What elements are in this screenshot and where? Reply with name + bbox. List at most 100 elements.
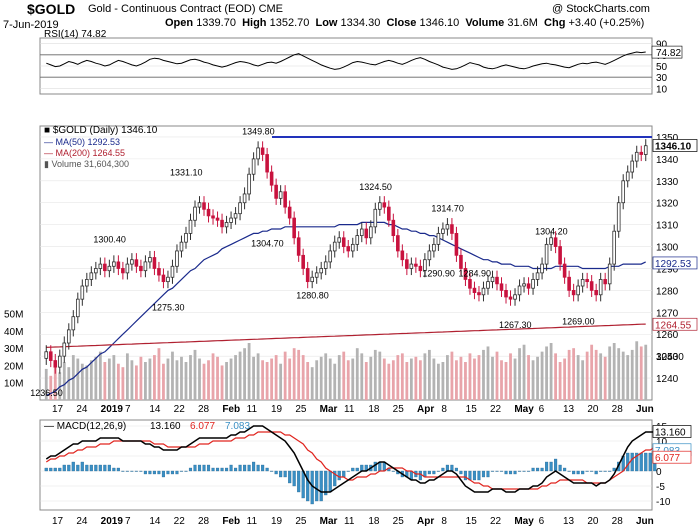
macd-histogram-bar [463,470,467,481]
macd-histogram-bar [166,470,170,475]
signal-legend-value: 6.077 [190,421,215,432]
candle-body [170,265,175,278]
candle-body [450,224,454,234]
macd-histogram-bar [80,461,84,472]
macd-histogram-bar [225,467,229,472]
volume-bar [319,356,323,400]
volume-bar [522,344,526,400]
macd-histogram-bar [346,470,350,472]
candle-body [341,237,346,247]
volume-bar [283,351,287,400]
candle-body [238,202,242,215]
macd-histogram-bar [454,467,458,472]
candle-body [567,276,571,291]
volume-bar [125,353,129,400]
volume-bar [270,358,274,400]
volume-value: 31.6M [507,17,538,29]
price-x-tick-label: 15 [466,404,478,415]
macd-histogram-bar [576,470,580,475]
macd-histogram-bar [333,470,337,487]
macd-x-tick-label: Feb [222,516,240,527]
macd-x-tick-label: 20 [587,516,599,527]
volume-bar [639,346,643,400]
macd-histogram-bar [630,452,634,472]
volume-bar [171,351,174,400]
price-x-tick-label: 28 [198,404,210,415]
volume-bar [67,367,71,400]
candle-body [612,230,616,265]
macd-histogram-bar [459,470,463,475]
candle-body [481,287,486,296]
candle-body [175,250,179,267]
macd-signal-line [45,431,656,490]
candle-body [621,180,626,204]
volume-bar [572,348,576,400]
volume-bar [373,349,377,400]
candle-body [522,283,526,287]
high-value: 1352.70 [269,17,310,29]
candle-body [125,263,130,274]
candle-body [166,276,170,283]
macd-histogram-bar [581,470,585,475]
price-x-tick-label: 17 [52,404,64,415]
price-annotation: 1304.70 [251,238,284,248]
volume-tick-label: 40M [4,327,23,338]
macd-histogram-bar [450,464,454,472]
macd-histogram-bar [563,467,567,472]
macd-histogram-bar [265,467,269,472]
ma200-legend: — MA(200) 1264.55 [44,148,125,158]
macd-x-tick-label: Jun [636,516,654,527]
volume-bar [234,355,237,400]
macd-histogram-bar [635,452,639,472]
candle-body [152,257,157,269]
candle-body [414,263,418,267]
source-credit: @ StockCharts.com [552,3,650,15]
candle-body [116,261,121,269]
volume-bar [135,365,138,400]
macd-histogram-bar [256,464,260,472]
volume-bar [355,348,359,400]
hist-legend-value: 7.083 [225,421,250,432]
candle-body [459,254,463,269]
macd-histogram-bar [49,467,53,472]
volume-bar [364,362,368,400]
macd-histogram-bar [522,470,526,472]
candle-body [499,283,504,291]
price-annotation: 1280.80 [296,291,329,301]
price-tick-label: 1340 [656,155,679,166]
macd-histogram-bar [206,464,211,472]
macd-histogram-bar [193,464,197,472]
volume-bar [328,358,332,400]
volume-bar [391,360,395,400]
candle-body [589,281,594,291]
candle-body [445,224,450,230]
macd-x-tick-label: 13 [563,516,575,527]
candle-body [76,298,80,318]
macd-tick-label: 10 [656,437,668,448]
macd-histogram-bar [134,470,138,472]
macd-x-tick-label: 11 [247,516,258,527]
macd-histogram-bar [116,467,120,472]
ma200-line [46,323,646,348]
high-label: High [242,17,267,29]
candle-body [585,279,589,283]
candle-body [287,206,292,219]
macd-right-label-box [652,425,692,438]
price-annotation: 1324.50 [359,182,392,192]
price-x-tick-label: 7 [125,404,131,415]
macd-histogram-bar [220,467,224,472]
open-value: 1339.70 [196,17,236,29]
volume-bar [491,356,494,400]
macd-line [45,425,655,493]
candle-body [355,235,360,245]
price-x-tick-label: 22 [174,404,186,415]
close-value: 1346.10 [419,17,460,29]
volume-bar [333,363,337,400]
volume-tick-label: 30M [4,344,23,355]
volume-bar [44,368,48,400]
volume-bar [112,355,116,400]
candle-body [53,360,58,368]
candle-body [562,263,567,278]
macd-histogram-bar [436,470,440,472]
candle-body [269,171,274,186]
